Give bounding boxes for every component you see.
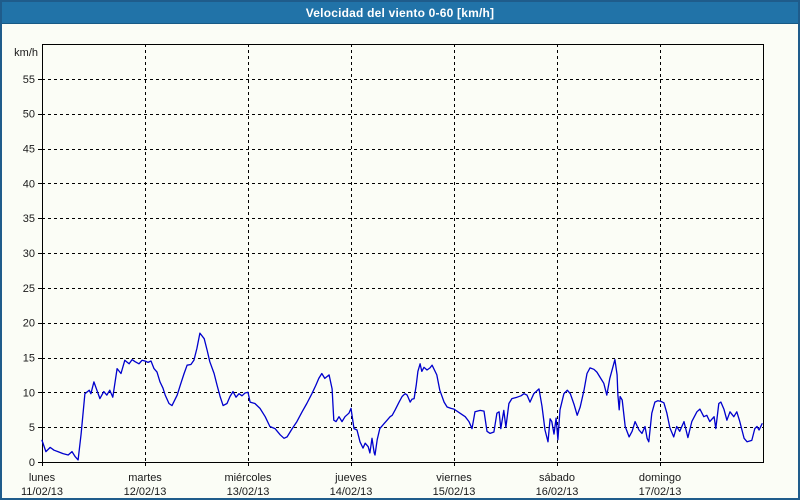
y-tick-label: 15 bbox=[23, 353, 35, 365]
x-date-label: 13/02/13 bbox=[227, 486, 270, 498]
y-axis-unit-label: km/h bbox=[14, 47, 38, 59]
x-date-label: 12/02/13 bbox=[124, 486, 167, 498]
plot-border bbox=[42, 44, 764, 463]
y-tick-label: 5 bbox=[29, 422, 35, 434]
y-tick-label: 20 bbox=[23, 318, 35, 330]
y-tick-label: 35 bbox=[23, 213, 35, 225]
x-date-label: 14/02/13 bbox=[330, 486, 373, 498]
y-tick-label: 30 bbox=[23, 248, 35, 260]
x-day-label: miércoles bbox=[224, 472, 272, 484]
y-tick-label: 40 bbox=[23, 178, 35, 190]
y-tick-label: 50 bbox=[23, 109, 35, 121]
x-day-label: domingo bbox=[639, 472, 681, 484]
y-tick-label: 55 bbox=[23, 74, 35, 86]
h-gridlines: 0 5 10 15 20 25 30 35 40 45 50 55 bbox=[23, 74, 763, 469]
y-tick-label: 0 bbox=[29, 457, 35, 469]
x-day-label: martes bbox=[128, 472, 162, 484]
x-day-label: jueves bbox=[334, 472, 367, 484]
v-gridlines: lunes 11/02/13 martes 12/02/13 miércoles 13/0… bbox=[21, 44, 681, 498]
x-date-label: 16/02/13 bbox=[536, 486, 579, 498]
series-line-velocidad-del-viento bbox=[41, 332, 763, 461]
x-day-label: viernes bbox=[436, 472, 472, 484]
x-day-label: lunes bbox=[29, 472, 56, 484]
x-date-label: 15/02/13 bbox=[433, 486, 476, 498]
title-bar: Velocidad del viento 0-60 [km/h] bbox=[2, 2, 798, 24]
chart-title: Velocidad del viento 0-60 [km/h] bbox=[305, 5, 495, 20]
x-date-label: 17/02/13 bbox=[639, 486, 682, 498]
y-tick-label: 10 bbox=[23, 387, 35, 399]
y-tick-label: 25 bbox=[23, 283, 35, 295]
x-day-label: sábado bbox=[539, 472, 575, 484]
y-tick-label: 45 bbox=[23, 144, 35, 156]
x-date-label: 11/02/13 bbox=[21, 486, 63, 498]
